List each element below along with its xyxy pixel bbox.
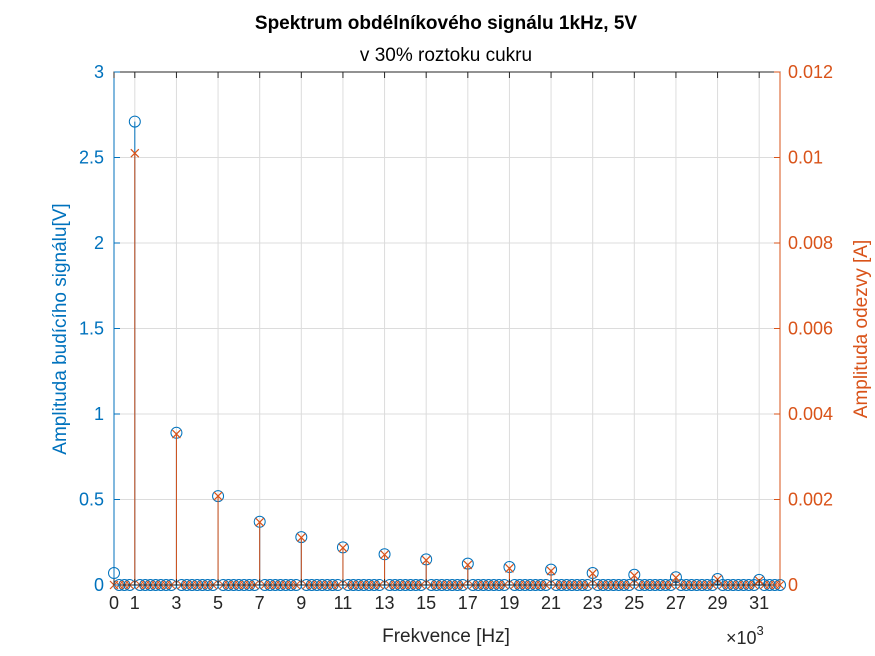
x-exponent-multiplier: ×103 bbox=[726, 623, 764, 648]
y-left-axis-label: Amplituda budícího signálu[V] bbox=[50, 203, 71, 454]
y-right-tick-label: 0.008 bbox=[788, 233, 833, 253]
right-x-marker bbox=[213, 491, 223, 501]
right-x-marker bbox=[421, 555, 431, 565]
right-x-marker bbox=[255, 517, 265, 527]
x-tick-label: 21 bbox=[541, 593, 561, 613]
x-tick-label: 31 bbox=[749, 593, 769, 613]
y-left-tick-label: 0.5 bbox=[79, 490, 104, 510]
grid bbox=[113, 71, 780, 586]
y-right-tick-label: 0 bbox=[788, 575, 798, 595]
x-tick-label: 15 bbox=[416, 593, 436, 613]
y-right-tick-label: 0.012 bbox=[788, 62, 833, 82]
y-left-tick-label: 1.5 bbox=[79, 319, 104, 339]
x-tick-label: 25 bbox=[624, 593, 644, 613]
right-x-marker bbox=[172, 429, 181, 439]
y-right-tick-label: 0.006 bbox=[788, 319, 833, 339]
chart-subtitle: v 30% roztoku cukru bbox=[360, 45, 532, 66]
right-x-marker bbox=[671, 573, 681, 583]
left-circle-marker bbox=[128, 115, 141, 128]
chart-title: Spektrum obdélníkového signálu 1kHz, 5V bbox=[255, 13, 638, 34]
x-tick-label: 19 bbox=[499, 593, 519, 613]
x-tick-label: 17 bbox=[458, 593, 478, 613]
y-right-tick-label: 0.004 bbox=[788, 404, 833, 424]
x-exponent-base: ×10 bbox=[726, 628, 757, 648]
plot-marks bbox=[108, 115, 786, 591]
right-x-marker bbox=[629, 571, 639, 581]
right-x-marker bbox=[463, 560, 473, 570]
y-left-tick-label: 2 bbox=[94, 233, 104, 253]
axes: 0 1 3 5 7 9 11 13 15 17 19 21 23 25 27 29 3100.511.522.5… bbox=[79, 62, 833, 613]
right-x-marker bbox=[338, 543, 348, 553]
y-left-tick-label: 2.5 bbox=[79, 148, 104, 168]
y-right-tick-label: 0.002 bbox=[788, 490, 833, 510]
x-tick-label: 9 bbox=[296, 593, 306, 613]
right-x-marker bbox=[588, 569, 598, 578]
y-left-tick-label: 3 bbox=[94, 62, 104, 82]
right-x-marker bbox=[505, 563, 514, 573]
right-x-marker bbox=[296, 533, 306, 542]
y-right-tick-label: 0.01 bbox=[788, 148, 823, 168]
right-x-marker bbox=[546, 566, 556, 576]
x-tick-label: 5 bbox=[213, 593, 223, 613]
x-tick-label: 27 bbox=[666, 593, 686, 613]
x-tick-label: 13 bbox=[375, 593, 395, 613]
x-tick-label: 23 bbox=[583, 593, 603, 613]
y-right-axis-label: Amplituda odezvy [A] bbox=[851, 240, 872, 418]
x-tick-label: 7 bbox=[255, 593, 265, 613]
x-exponent-power: 3 bbox=[757, 623, 764, 638]
y-left-tick-label: 1 bbox=[94, 404, 104, 424]
right-x-marker bbox=[380, 550, 389, 560]
right-x-marker bbox=[130, 148, 140, 158]
x-tick-label: 1 bbox=[130, 593, 140, 613]
x-tick-label: 3 bbox=[171, 593, 181, 613]
x-axis-label: Frekvence [Hz] bbox=[382, 626, 510, 647]
x-tick-label: 11 bbox=[334, 593, 353, 613]
x-tick-label: 0 bbox=[109, 593, 119, 613]
x-tick-label: 29 bbox=[708, 593, 728, 613]
y-left-tick-label: 0 bbox=[94, 575, 104, 595]
